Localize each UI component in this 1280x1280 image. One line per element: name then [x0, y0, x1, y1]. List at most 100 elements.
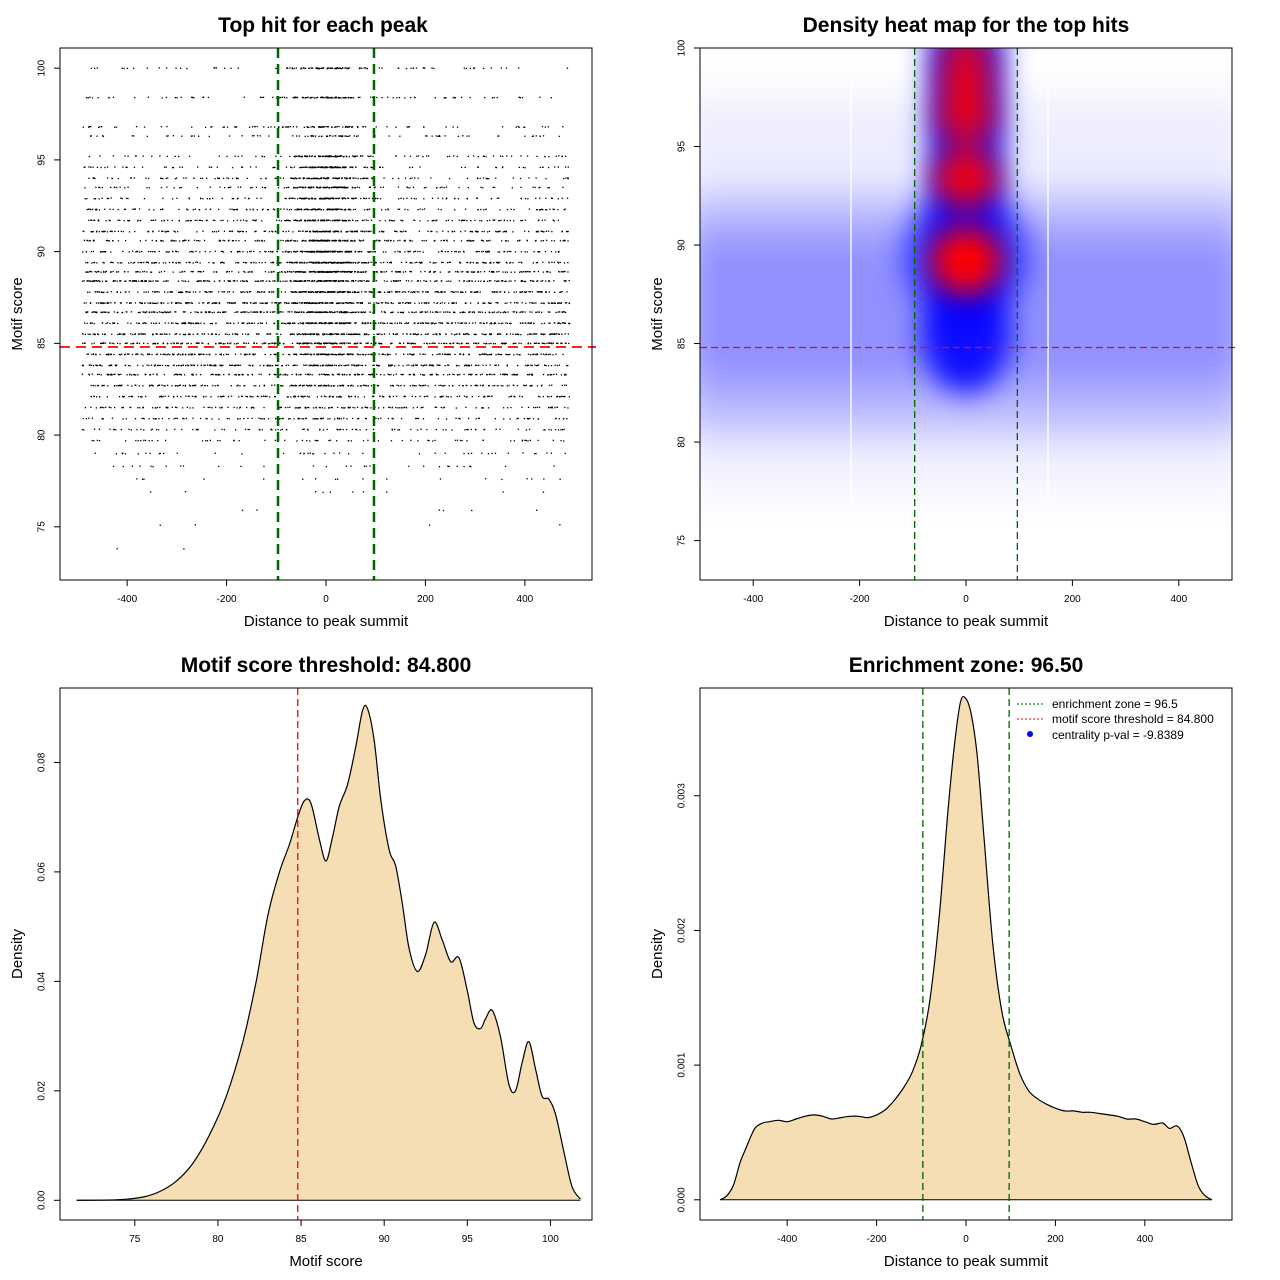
scatter-point — [548, 261, 550, 263]
scatter-point — [197, 271, 199, 273]
scatter-point — [210, 126, 212, 128]
scatter-point — [261, 322, 264, 324]
scatter-point — [332, 167, 334, 169]
scatter-point — [253, 250, 255, 253]
scatter-point — [132, 250, 134, 252]
scatter-point — [551, 261, 553, 263]
scatter-point — [359, 280, 361, 282]
scatter-point — [409, 270, 411, 273]
scatter-point — [205, 311, 207, 313]
scatter-point — [458, 251, 460, 253]
scatter-point — [527, 322, 529, 324]
scatter-point — [267, 126, 270, 128]
scatter-point — [94, 333, 96, 336]
scatter-point — [497, 251, 499, 253]
scatter-point — [211, 302, 213, 305]
scatter-point — [511, 187, 513, 189]
scatter-point — [99, 280, 101, 283]
scatter-point — [327, 250, 329, 253]
scatter-point — [204, 280, 206, 282]
scatter-point — [542, 240, 545, 242]
scatter-point — [158, 262, 160, 264]
scatter-point — [231, 177, 234, 180]
scatter-point — [159, 155, 161, 157]
scatter-point — [112, 208, 114, 211]
scatter-point — [197, 322, 199, 324]
scatter-point — [387, 302, 390, 304]
scatter-point — [343, 333, 345, 336]
scatter-point — [242, 333, 244, 335]
scatter-point — [364, 333, 366, 336]
scatter-point — [518, 239, 520, 242]
scatter-point — [293, 271, 295, 273]
scatter-point — [537, 291, 539, 293]
scatter-point — [360, 197, 362, 200]
scatter-point — [325, 197, 327, 199]
scatter-point — [469, 67, 471, 70]
scatter-point — [322, 67, 324, 69]
scatter-point — [407, 126, 409, 128]
scatter-point — [103, 262, 105, 264]
scatter-point — [552, 333, 554, 335]
scatter-point — [338, 262, 340, 264]
scatter-point — [192, 333, 194, 335]
scatter-point — [319, 311, 321, 314]
scatter-point — [537, 231, 539, 233]
scatter-point — [177, 280, 179, 282]
scatter-point — [547, 230, 550, 232]
scatter-point — [319, 198, 321, 200]
scatter-point — [477, 262, 479, 264]
scatter-point — [338, 302, 340, 304]
scatter-point — [205, 291, 207, 293]
scatter-point — [263, 230, 265, 232]
scatter-point — [367, 231, 369, 233]
scatter-point — [548, 187, 550, 189]
scatter-point — [436, 231, 438, 233]
scatter-point — [327, 126, 329, 128]
scatter-point — [114, 126, 116, 128]
scatter-point — [252, 209, 254, 211]
scatter-point — [497, 333, 499, 335]
scatter-point — [154, 311, 156, 313]
scatter-point — [417, 209, 419, 211]
scatter-point — [362, 271, 365, 273]
scatter-point — [301, 302, 303, 304]
scatter-point — [380, 302, 382, 304]
scatter-point — [361, 311, 363, 314]
scatter-point — [127, 219, 129, 222]
scatter-point — [327, 231, 329, 233]
scatter-point — [329, 135, 331, 137]
scatter-point — [326, 166, 328, 169]
scatter-point — [156, 280, 158, 282]
scatter-point — [251, 186, 253, 189]
scatter-point — [93, 333, 96, 335]
scatter-point — [90, 250, 92, 253]
scatter-point — [510, 261, 512, 264]
scatter-point — [464, 219, 466, 221]
scatter-point — [437, 197, 439, 199]
scatter-point — [86, 239, 88, 242]
scatter-point — [259, 302, 261, 304]
scatter-point — [507, 240, 509, 242]
scatter-point — [182, 333, 184, 336]
scatter-point — [540, 240, 542, 242]
scatter-point — [196, 219, 198, 221]
scatter-point — [147, 262, 150, 264]
scatter-point — [459, 261, 461, 263]
scatter-point — [496, 271, 498, 273]
scatter-point — [165, 231, 167, 233]
scatter-point — [489, 323, 491, 325]
scatter-point — [153, 262, 156, 264]
scatter-point — [395, 230, 397, 232]
scatter-point — [349, 219, 351, 222]
scatter-point — [145, 280, 147, 282]
scatter-point — [416, 291, 418, 293]
scatter-point — [158, 250, 160, 253]
scatter-point — [289, 261, 291, 263]
scatter-point — [525, 291, 528, 293]
scatter-point — [279, 271, 281, 273]
scatter-point — [452, 311, 455, 313]
scatter-point — [365, 291, 367, 293]
scatter-point — [500, 333, 502, 335]
scatter-point — [90, 209, 92, 211]
